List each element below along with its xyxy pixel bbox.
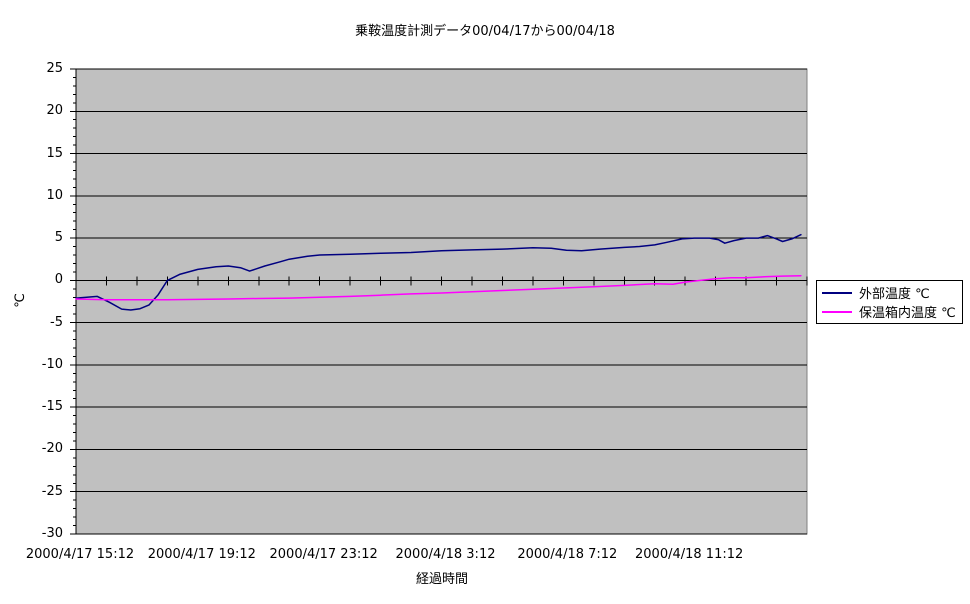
y-axis-tick-label: -5: [50, 314, 63, 330]
x-axis-title: 経過時間: [415, 572, 468, 587]
x-axis-tick-label: 2000/4/18 11:12: [635, 547, 744, 562]
y-axis-tick-label: -20: [41, 441, 63, 457]
y-axis-tick-label: -10: [41, 356, 63, 372]
x-axis-tick-label: 2000/4/17 15:12: [25, 547, 135, 562]
legend: 外部温度 ℃ 保温箱内温度 ℃: [816, 280, 963, 324]
y-axis-tick-label: -30: [41, 526, 63, 541]
y-axis-title: ℃: [12, 293, 28, 308]
y-axis-tick-label: 5: [54, 230, 63, 246]
y-axis-tick-label: 0: [54, 272, 63, 288]
x-axis-tick-label: 2000/4/17 19:12: [147, 547, 256, 562]
y-axis-tick-label: 25: [46, 61, 63, 76]
y-axis-tick-label: -25: [41, 483, 63, 499]
legend-line-swatch-series1: [822, 291, 852, 294]
x-axis-tick-label: 2000/4/17 23:12: [269, 547, 378, 562]
series-line-1: [75, 233, 802, 311]
legend-line-swatch-series2: [822, 310, 852, 313]
legend-item-label: 保温箱内温度 ℃: [859, 306, 956, 321]
y-axis-tick-label: 20: [46, 103, 63, 119]
legend-item: 保温箱内温度 ℃: [822, 302, 957, 321]
legend-item-label: 外部温度 ℃: [859, 287, 930, 302]
x-axis-tick-label: 2000/4/18 3:12: [395, 547, 496, 562]
x-axis-tick-label: 2000/4/18 7:12: [517, 547, 618, 562]
chart-title: 乗鞍温度計測データ00/04/17から00/04/18: [355, 24, 615, 39]
plot-background: [75, 68, 808, 535]
legend-item: 外部温度 ℃: [822, 283, 957, 302]
y-axis-tick-label: 15: [46, 145, 63, 161]
series-line-2: [75, 274, 802, 301]
y-axis-tick-label: -15: [41, 399, 63, 415]
y-axis-tick-label: 10: [46, 187, 63, 203]
